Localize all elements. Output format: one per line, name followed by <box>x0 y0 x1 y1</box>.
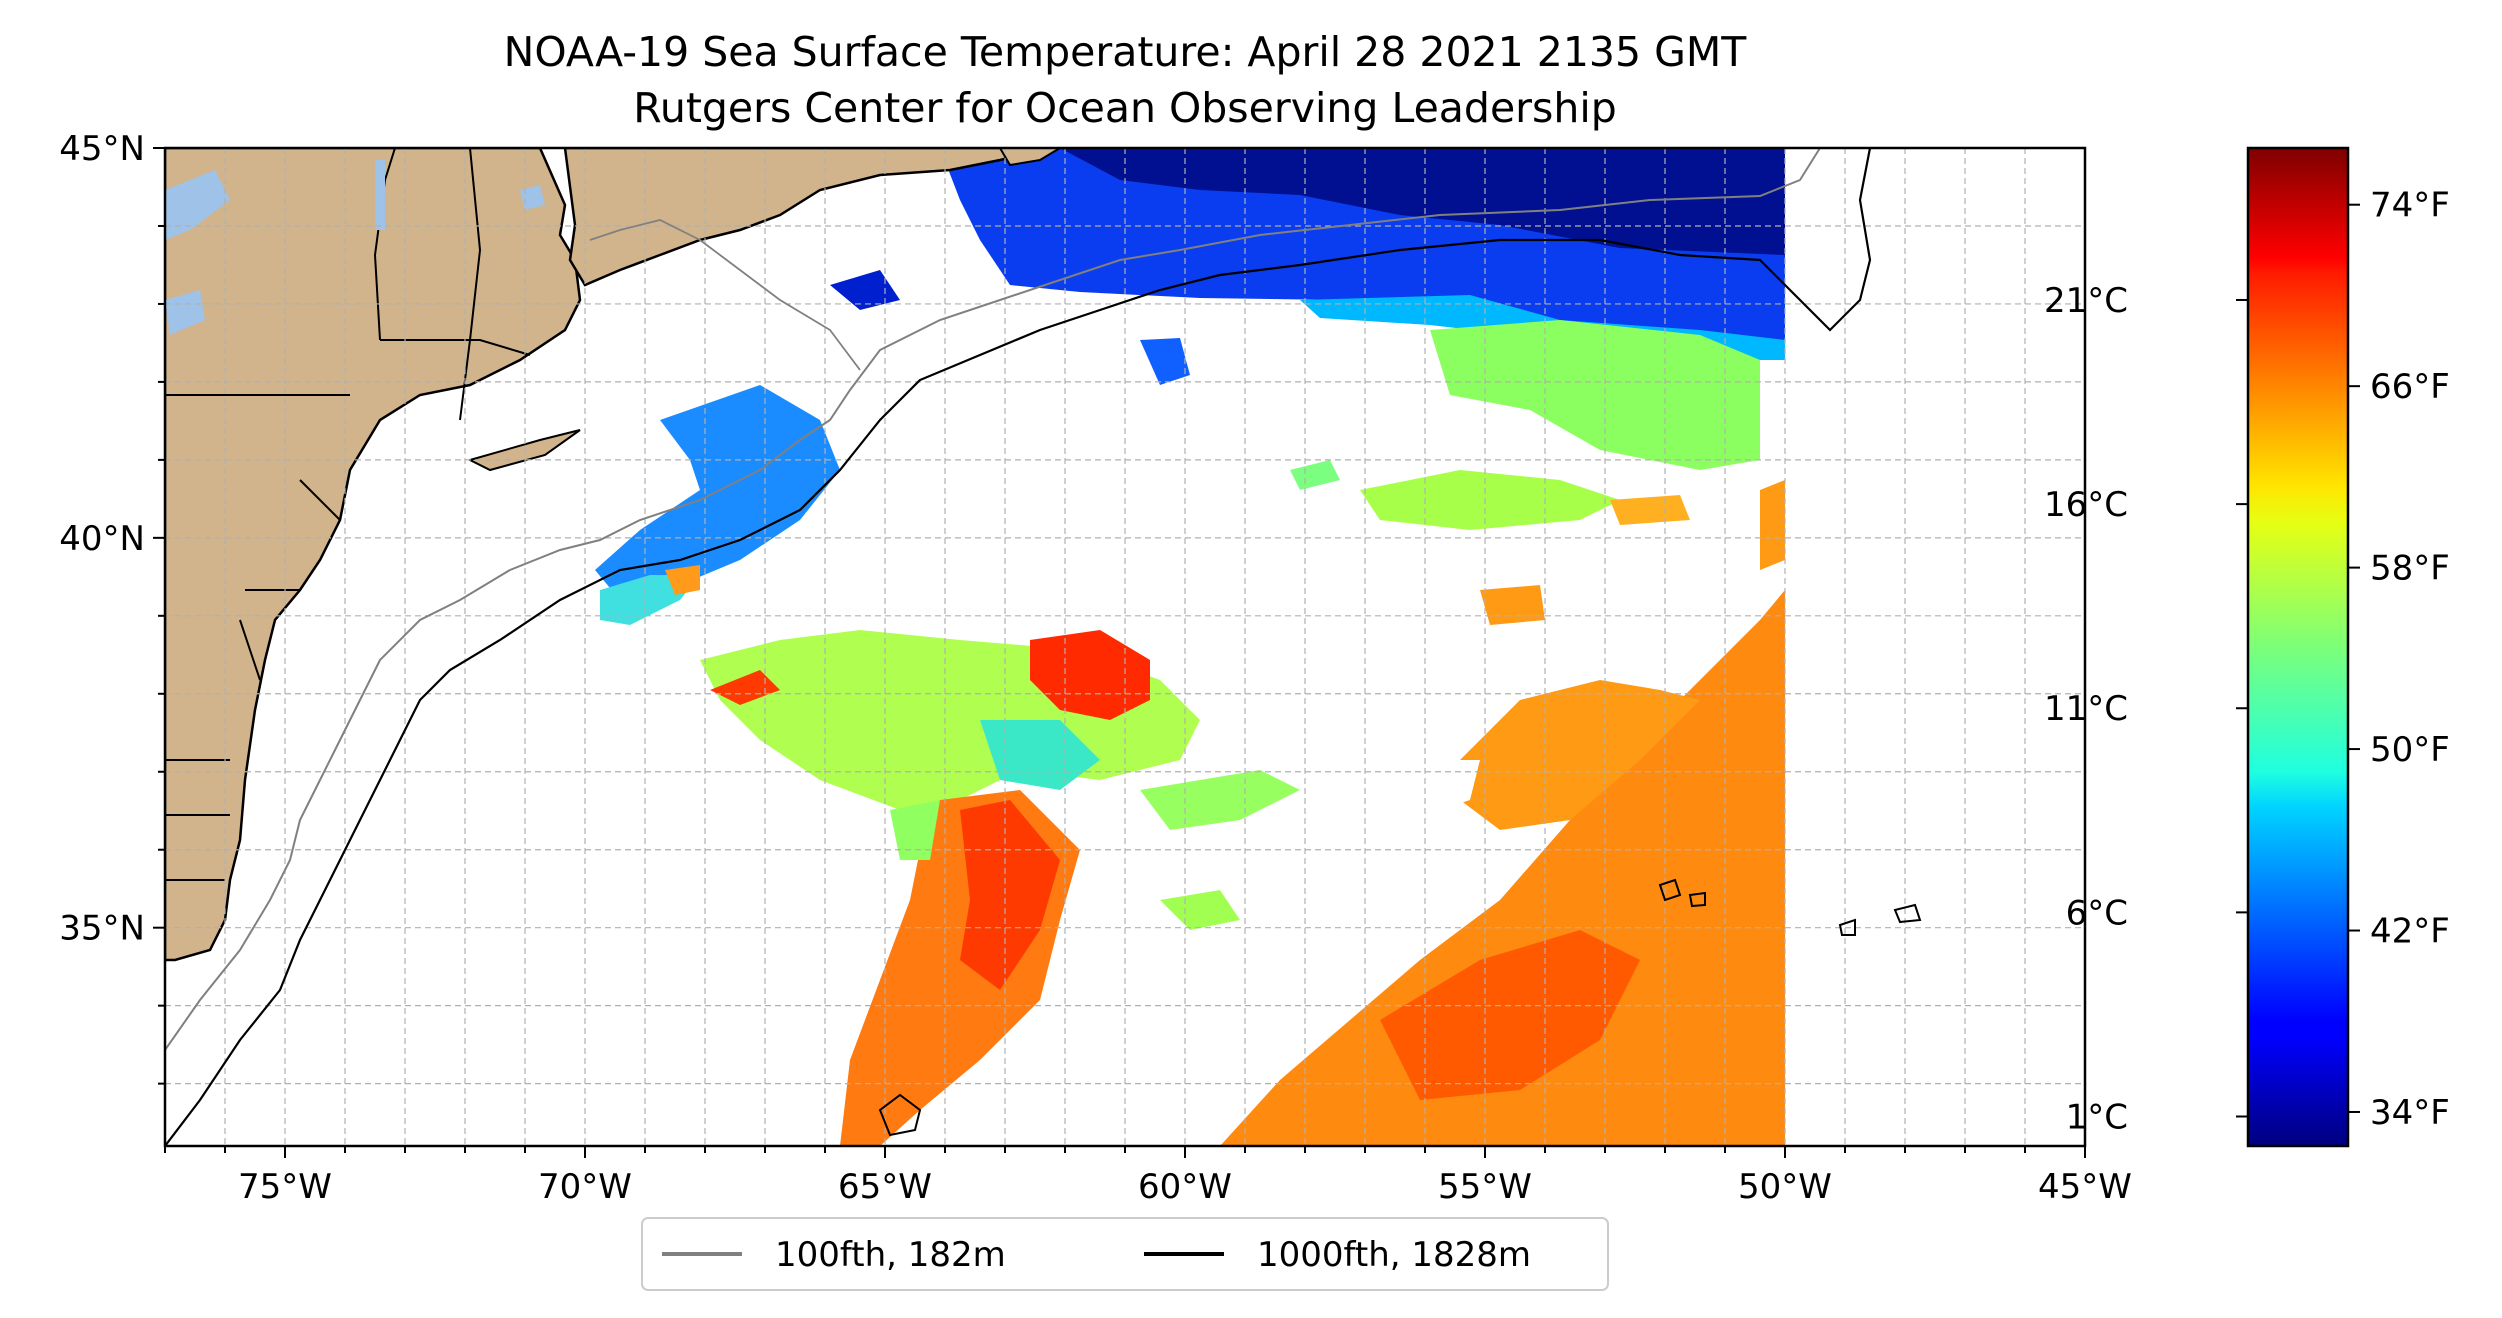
gridlines <box>165 148 2085 1146</box>
sst-ne-orange <box>1760 480 1785 570</box>
colorbar-c-tick-label: 21°C <box>2044 281 2128 321</box>
sst-south-east-red <box>1380 930 1640 1100</box>
lat-tick-label: 35°N <box>59 909 145 949</box>
sst-mid-orange-1 <box>1480 585 1545 625</box>
longitude-axis: 75°W 70°W 65°W 60°W 55°W 50°W 45°W <box>164 1146 2132 1207</box>
contour-100fth-gulf <box>589 219 861 371</box>
colorbar: 34°F 42°F 50°F 58°F 66°F 74°F 1°C 6°C 11°C 16°C 2… <box>2044 146 2450 1148</box>
lon-tick-label: 50°W <box>1738 1167 1832 1207</box>
colorbar-c-tick-label: 11°C <box>2044 689 2128 729</box>
lat-tick-label: 40°N <box>59 519 145 559</box>
cloud-gap-1 <box>1220 960 1340 1060</box>
sst-green-w <box>1290 460 1340 490</box>
sst-south-green-w <box>890 800 940 860</box>
cloud-gap-2 <box>1440 760 1480 810</box>
lon-tick-label: 55°W <box>1438 1167 1532 1207</box>
lake-2 <box>165 290 205 335</box>
contour-seamount-2 <box>1688 891 1706 908</box>
sst-green-ne <box>1430 320 1760 470</box>
land-new-england-ne <box>563 148 1051 287</box>
contour-seamount-1 <box>1658 878 1682 902</box>
colorbar-c-tick-label: 6°C <box>2066 893 2128 933</box>
sst-south-east-warm <box>1220 590 1785 1146</box>
colorbar-f-tick-label: 74°F <box>2370 186 2450 226</box>
legend-label-1000fth: 1000fth, 1828m <box>1257 1235 1531 1275</box>
sst-shelf-blue <box>595 385 840 600</box>
land <box>165 148 1062 962</box>
contour-bermuda <box>878 1093 922 1137</box>
lon-tick-label: 75°W <box>238 1167 332 1207</box>
sst-red-eddy <box>1030 630 1150 720</box>
lake-3 <box>520 185 545 210</box>
sst-blue-patch-2 <box>830 270 900 310</box>
sst-cyan-mid <box>980 720 1100 790</box>
lon-tick-label: 70°W <box>538 1167 632 1207</box>
contour-100fth <box>165 148 1821 1051</box>
colorbar-f-tick-label: 42°F <box>2370 912 2450 952</box>
legend: 100fth, 182m 1000fth, 1828m <box>641 1217 1609 1291</box>
colorbar-f-tick-label: 66°F <box>2370 367 2450 407</box>
colorbar-fahrenheit-ticks: 34°F 42°F 50°F 58°F 66°F 74°F <box>2348 186 2450 1133</box>
legend-label-100fth: 100fth, 182m <box>775 1235 1006 1275</box>
colorbar-celsius-ticks: 1°C 6°C 11°C 16°C 21°C <box>2044 281 2248 1138</box>
lake-1 <box>165 170 230 240</box>
sst-yellow-strip <box>1610 495 1690 525</box>
colorbar-c-tick-label: 1°C <box>2066 1098 2128 1138</box>
colorbar-f-tick-label: 50°F <box>2370 730 2450 770</box>
sst-orange-patch-n <box>665 565 700 595</box>
sst-deep-cold <box>1060 148 1785 255</box>
colorbar-gradient <box>2248 148 2348 1146</box>
sst-field <box>595 148 1785 1146</box>
title-line-2: Rutgers Center for Ocean Observing Leade… <box>633 84 1617 132</box>
lake-champlain <box>375 160 385 230</box>
lat-tick-label: 45°N <box>59 129 145 169</box>
sst-mid-green-s <box>1160 890 1240 930</box>
map-panel: 75°W 70°W 65°W 60°W 55°W 50°W 45°W 35°N 40°N 45°… <box>59 129 2132 1207</box>
contour-seamount-3 <box>1838 918 1856 936</box>
sst-green-mid <box>1360 470 1620 530</box>
title-line-1: NOAA-19 Sea Surface Temperature: April 2… <box>504 28 1748 76</box>
sst-blue-patch-1 <box>1140 338 1190 385</box>
colorbar-f-tick-label: 34°F <box>2370 1093 2450 1133</box>
colorbar-f-tick-label: 58°F <box>2370 549 2450 589</box>
land-nova-scotia-tip <box>998 148 1062 167</box>
sst-south-east-warm-2 <box>1460 680 1700 830</box>
lon-tick-label: 60°W <box>1138 1167 1232 1207</box>
legend-box <box>641 1217 1609 1291</box>
lon-tick-label: 65°W <box>838 1167 932 1207</box>
sst-red-strip <box>710 670 780 705</box>
sst-green-strip <box>1140 770 1300 830</box>
colorbar-c-tick-label: 16°C <box>2044 485 2128 525</box>
colorbar-frame <box>2246 146 2350 1148</box>
bathymetry <box>165 148 1922 1146</box>
lon-tick-label: 45°W <box>2038 1167 2132 1207</box>
sst-south-red-core <box>960 800 1060 990</box>
contour-1000fth <box>165 148 1872 1146</box>
latitude-axis: 35°N 40°N 45°N <box>59 129 165 1085</box>
contour-seamount-4 <box>1893 903 1922 924</box>
